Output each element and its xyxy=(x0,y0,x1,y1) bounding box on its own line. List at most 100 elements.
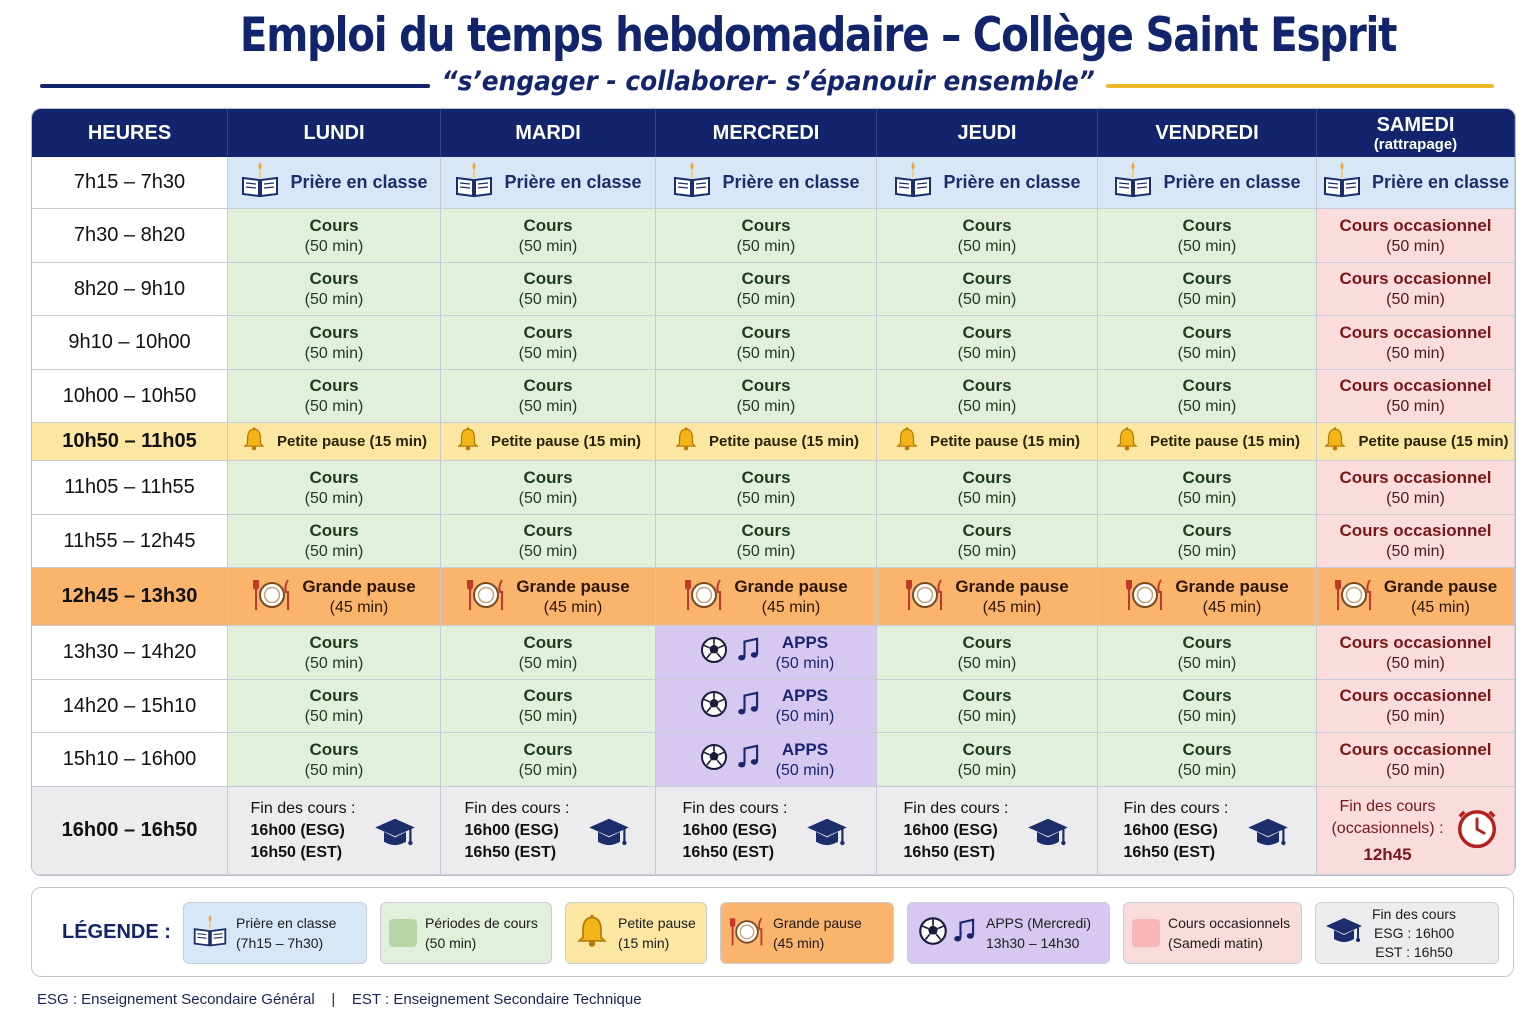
graduation-cap-icon xyxy=(587,811,631,860)
class-period-duration: (50 min) xyxy=(957,654,1017,672)
class-period-duration: (50 min) xyxy=(518,543,578,560)
long-break-cell: Grande pause (45 min) xyxy=(877,568,1098,626)
occasional-class-label: Cours occasionnel xyxy=(1339,521,1492,540)
class-period-cell: Cours (50 min) xyxy=(877,733,1098,787)
hour-label: 11h55 – 12h45 xyxy=(63,529,196,552)
class-period-text: Cours (50 min) xyxy=(1178,467,1237,509)
long-break-cell: Grande pause (45 min) xyxy=(656,568,877,626)
class-period-cell: Cours (50 min) xyxy=(1098,626,1317,680)
legend-text: Petite pause (15 min) xyxy=(618,913,696,953)
class-period-text: Cours (50 min) xyxy=(1178,375,1237,417)
timetable-grid: HEURES LUNDI MARDI MERCREDI JEUDI VENDREDI SAM… xyxy=(31,108,1516,876)
occasional-class-label: Cours occasionnel xyxy=(1339,467,1492,487)
long-break-label: Grande pause xyxy=(302,576,416,596)
prayer-book-icon xyxy=(672,160,712,205)
legend-short-break: Petite pause (15 min) xyxy=(565,902,707,964)
class-period-text: Cours (50 min) xyxy=(519,268,578,310)
class-period-cell: Cours (50 min) xyxy=(228,370,441,423)
short-break-label: Petite pause (15 min) xyxy=(1149,433,1301,450)
class-period-duration: (50 min) xyxy=(957,291,1017,308)
football-icon xyxy=(698,688,730,725)
legend-line2: ESG : 16h00 xyxy=(1373,924,1455,941)
short-break-cell: Petite pause (15 min) xyxy=(1317,423,1515,461)
hour-cell: 16h00 – 16h50 xyxy=(32,787,228,875)
class-period-label: Cours xyxy=(1182,632,1232,652)
class-period-label: Cours xyxy=(309,632,359,652)
class-period-text: Cours (50 min) xyxy=(519,632,578,674)
class-period-cell: Cours (50 min) xyxy=(656,370,877,423)
end-est-time: 16h50 (EST) xyxy=(250,843,343,861)
plate-icon xyxy=(1125,574,1165,619)
class-period-label: Cours xyxy=(962,467,1012,487)
long-break-label: Grande pause xyxy=(516,576,630,596)
class-period-cell: Cours (50 min) xyxy=(228,461,441,515)
legend-end-of-day: Fin des cours ESG : 16h00 EST : 16h50 xyxy=(1315,902,1499,964)
end-of-day-label: Fin des cours : xyxy=(1123,799,1229,817)
long-break-cell: Grande pause (45 min) xyxy=(441,568,656,626)
end-est-time: 16h50 (EST) xyxy=(682,843,775,861)
end-of-day-cell: Fin des cours : 16h00 (ESG) 16h50 (EST) xyxy=(441,787,656,875)
short-break-label: Petite pause (15 min) xyxy=(708,433,860,450)
occasional-class-text: Cours occasionnel (50 min) xyxy=(1339,467,1491,509)
class-period-cell: Cours (50 min) xyxy=(1098,263,1317,316)
legend-line2: (15 min) xyxy=(618,935,670,951)
short-break-label: Petite pause (15 min) xyxy=(276,433,428,450)
class-period-text: Cours (50 min) xyxy=(305,215,364,257)
class-period-text: Cours (50 min) xyxy=(737,375,796,417)
class-period-duration: (50 min) xyxy=(304,237,364,255)
class-period-label: Cours xyxy=(962,632,1012,652)
class-period-cell: Cours (50 min) xyxy=(441,680,656,733)
column-header-label: JEUDI xyxy=(957,121,1017,144)
class-period-label: Cours xyxy=(309,686,359,705)
class-period-cell: Cours (50 min) xyxy=(877,515,1098,568)
class-period-duration: (50 min) xyxy=(957,761,1017,779)
class-period-cell: Cours (50 min) xyxy=(228,515,441,568)
hour-label: 12h45 – 13h30 xyxy=(61,585,198,607)
long-break-text: Grande pause (45 min) xyxy=(955,576,1068,618)
class-period-label: Cours xyxy=(1182,215,1232,235)
legend-swatch xyxy=(1132,919,1160,947)
occasional-class-cell: Cours occasionnel (50 min) xyxy=(1317,209,1515,263)
occasional-class-label: Cours occasionnel xyxy=(1339,739,1492,759)
class-period-duration: (50 min) xyxy=(304,761,364,779)
occasional-class-cell: Cours occasionnel (50 min) xyxy=(1317,733,1515,787)
footnote-esg: ESG : Enseignement Secondaire Général xyxy=(37,991,315,1008)
long-break-label: Grande pause xyxy=(1175,576,1289,596)
class-period-label: Cours xyxy=(523,739,573,759)
short-break-label: Petite pause (15 min) xyxy=(929,433,1081,450)
class-period-cell: Cours (50 min) xyxy=(877,370,1098,423)
hour-cell: 10h50 – 11h05 xyxy=(32,423,228,461)
legend-line1: Fin des cours xyxy=(1372,905,1457,922)
end-esg-time: 16h00 (ESG) xyxy=(464,821,559,839)
occasional-class-cell: Cours occasionnel (50 min) xyxy=(1317,263,1515,316)
occasional-class-text: Cours occasionnel (50 min) xyxy=(1339,739,1491,781)
occasional-class-duration: (50 min) xyxy=(1386,237,1445,255)
legend-line2: (50 min) xyxy=(425,935,477,951)
class-period-cell: Cours (50 min) xyxy=(228,209,441,263)
occasional-class-cell: Cours occasionnel (50 min) xyxy=(1317,680,1515,733)
class-period-text: Cours (50 min) xyxy=(1178,739,1237,781)
class-period-label: Cours xyxy=(1182,739,1232,759)
class-period-label: Cours xyxy=(523,686,573,705)
end-of-day-cell: Fin des cours : 16h00 (ESG) 16h50 (EST) xyxy=(1098,787,1317,875)
class-period-text: Cours (50 min) xyxy=(519,739,578,781)
legend-text: Grande pause (45 min) xyxy=(773,913,862,953)
class-period-label: Cours xyxy=(962,322,1012,342)
footnote: ESG : Enseignement Secondaire Général | … xyxy=(37,991,642,1008)
occasional-class-text: Cours occasionnel (50 min) xyxy=(1339,520,1491,562)
saturday-end-line1: Fin des cours xyxy=(1339,797,1436,815)
class-period-cell: Cours (50 min) xyxy=(441,626,656,680)
occasional-class-cell: Cours occasionnel (50 min) xyxy=(1317,515,1515,568)
prayer-cell: Prière en classe xyxy=(228,157,441,209)
occasional-class-label: Cours occasionnel xyxy=(1339,215,1492,235)
legend-line3: EST : 16h50 xyxy=(1375,943,1453,960)
class-period-text: Cours (50 min) xyxy=(737,520,796,562)
long-break-duration: (45 min) xyxy=(982,598,1042,616)
plate-icon xyxy=(252,574,292,619)
class-period-label: Cours xyxy=(309,322,359,342)
class-period-cell: Cours (50 min) xyxy=(441,461,656,515)
end-esg-time: 16h00 (ESG) xyxy=(1123,821,1218,839)
class-period-text: Cours (50 min) xyxy=(1178,268,1237,310)
class-period-duration: (50 min) xyxy=(957,543,1017,560)
class-period-duration: (50 min) xyxy=(736,344,796,362)
